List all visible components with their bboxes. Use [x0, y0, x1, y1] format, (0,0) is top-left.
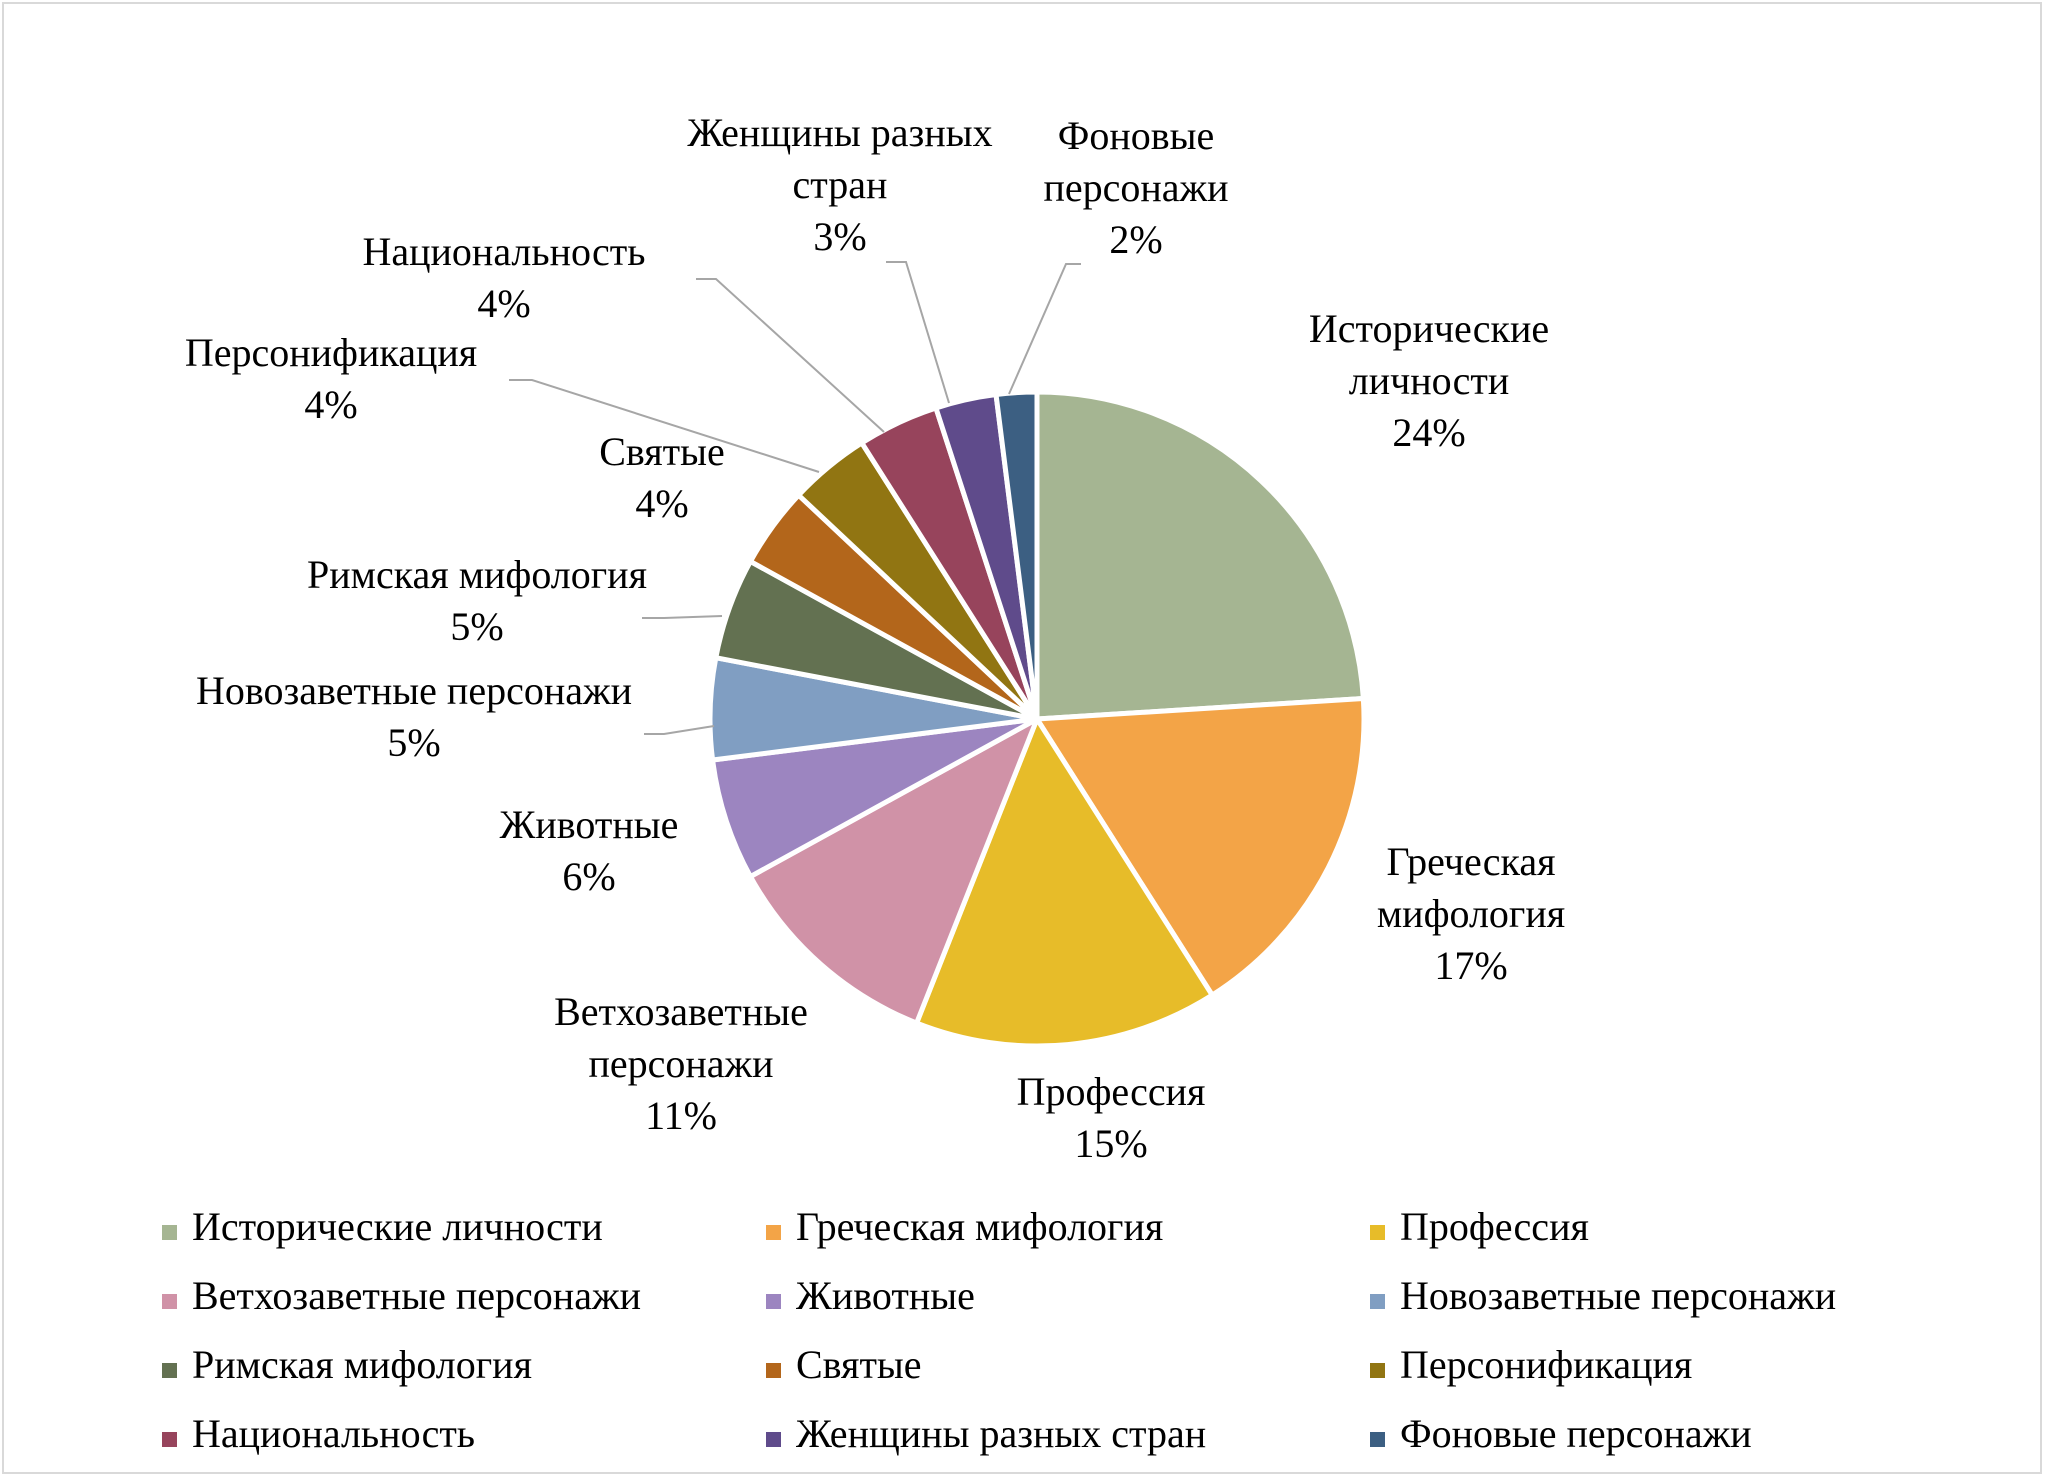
legend-item-новозаветные-персонажи: Новозаветные персонажи — [1370, 1273, 1836, 1318]
legend-item-греческая-мифология: Греческая мифология — [766, 1204, 1163, 1249]
legend-swatch — [766, 1363, 781, 1378]
legend-label: Исторические личности — [192, 1204, 603, 1249]
legend-swatch — [162, 1294, 177, 1309]
legend-item-профессия: Профессия — [1370, 1204, 1589, 1249]
legend-label: Животные — [796, 1273, 975, 1318]
legend-item-национальность: Национальность — [162, 1411, 475, 1456]
data-label-исторические-личности: Исторические личности 24% — [1309, 306, 1549, 455]
leader-lines — [509, 261, 1081, 735]
data-label-персонификация: Персонификация 4% — [185, 330, 477, 427]
legend-label: Персонификация — [1400, 1342, 1692, 1387]
pie-chart: Исторические личности 24% Греческая мифологи… — [162, 110, 1836, 1456]
data-label-римская-мифология: Римская мифология 5% — [307, 552, 647, 649]
legend-label: Фоновые персонажи — [1400, 1411, 1752, 1456]
pie-slice-исторические-личности — [1034, 389, 1366, 722]
legend-label: Ветхозаветные персонажи — [192, 1273, 641, 1318]
data-label-новозаветные-персонажи: Новозаветные персонажи 5% — [196, 668, 632, 765]
legend-item-римская-мифология: Римская мифология — [162, 1342, 532, 1387]
leader-line — [1008, 263, 1081, 395]
legend-swatch — [766, 1432, 781, 1447]
leader-line — [696, 278, 885, 433]
legend-label: Национальность — [192, 1411, 475, 1456]
legend-swatch — [1370, 1225, 1385, 1240]
legend-item-женщины-разных-стран: Женщины разных стран — [766, 1411, 1206, 1456]
legend: Исторические личности Греческая мифология… — [162, 1204, 1836, 1456]
data-label-греческая-мифология: Греческая мифология 17% — [1377, 839, 1565, 988]
legend-label: Женщины разных стран — [796, 1411, 1206, 1456]
legend-label: Новозаветные персонажи — [1400, 1273, 1836, 1318]
legend-swatch — [1370, 1432, 1385, 1447]
leader-line — [642, 615, 723, 619]
leader-line — [644, 725, 715, 735]
legend-swatch — [162, 1432, 177, 1447]
data-labels: Исторические личности 24% Греческая мифологи… — [185, 110, 1565, 1166]
data-label-святые: Святые 4% — [599, 429, 725, 526]
data-label-профессия: Профессия 15% — [1017, 1069, 1206, 1166]
pie-slices — [707, 389, 1367, 1049]
data-label-национальность: Национальность 4% — [362, 229, 645, 326]
data-label-фоновые-персонажи: Фоновые персонажи 2% — [1043, 113, 1228, 262]
legend-item-персонификация: Персонификация — [1370, 1342, 1692, 1387]
legend-label: Святые — [796, 1342, 922, 1387]
legend-swatch — [162, 1363, 177, 1378]
pie-slice-профессия — [914, 716, 1215, 1049]
data-label-женщины-разных-стран: Женщины разных стран 3% — [687, 110, 992, 259]
legend-swatch — [766, 1294, 781, 1309]
legend-item-фоновые-персонажи: Фоновые персонажи — [1370, 1411, 1752, 1456]
pie-slice-греческая-мифология — [1034, 695, 1367, 998]
data-label-ветхозаветные-персонажи: Ветхозаветные персонажи 11% — [554, 989, 808, 1138]
legend-swatch — [766, 1225, 781, 1240]
legend-swatch — [1370, 1294, 1385, 1309]
legend-label: Профессия — [1400, 1204, 1589, 1249]
leader-line — [886, 261, 950, 404]
legend-item-ветхозаветные-персонажи: Ветхозаветные персонажи — [162, 1273, 641, 1318]
pie-slice-фоновые-персонажи — [993, 389, 1040, 722]
pie-slice-ветхозаветные-персонажи — [747, 716, 1040, 1026]
data-label-животные: Животные 6% — [500, 802, 679, 899]
legend-label: Римская мифология — [192, 1342, 532, 1387]
legend-item-животные: Животные — [766, 1273, 975, 1318]
legend-label: Греческая мифология — [796, 1204, 1163, 1249]
legend-swatch — [1370, 1363, 1385, 1378]
legend-item-святые: Святые — [766, 1342, 922, 1387]
legend-swatch — [162, 1225, 177, 1240]
legend-item-исторические-личности: Исторические личности — [162, 1204, 603, 1249]
leader-line — [509, 379, 820, 473]
